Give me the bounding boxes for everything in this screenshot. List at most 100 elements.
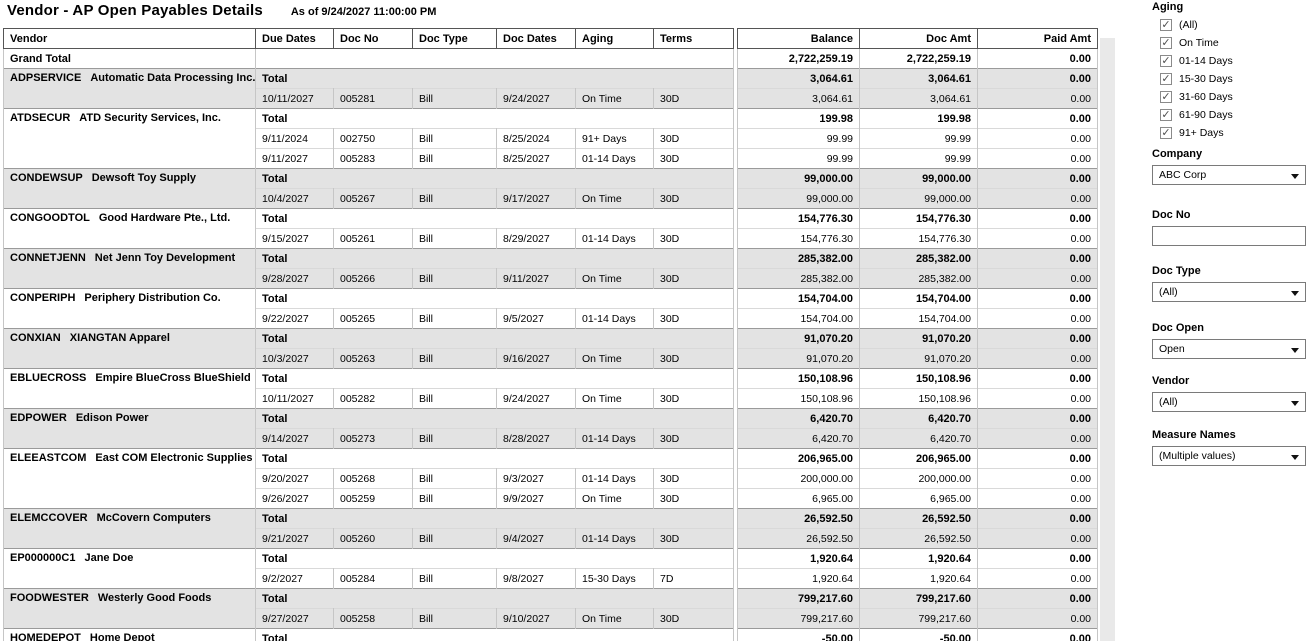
column-header-balance[interactable]: Balance <box>737 28 860 49</box>
cell-doc-amt[interactable]: 99.99 <box>859 148 978 169</box>
column-header-doc-dates[interactable]: Doc Dates <box>496 28 576 49</box>
cell-paid-amt[interactable]: 0.00 <box>977 288 1098 309</box>
cell-paid-amt[interactable]: 0.00 <box>977 88 1098 109</box>
cell-aging[interactable]: 01-14 Days <box>575 308 654 329</box>
total-label-cell[interactable]: Total <box>255 368 734 389</box>
grand-total-spacer[interactable] <box>255 48 734 69</box>
cell-doc-amt[interactable]: 154,704.00 <box>859 288 978 309</box>
cell-balance[interactable]: 154,704.00 <box>737 308 860 329</box>
cell-due-date[interactable]: 10/11/2027 <box>255 388 334 409</box>
cell-due-date[interactable]: 10/3/2027 <box>255 348 334 369</box>
aging-option[interactable]: ✓ 91+ Days <box>1160 124 1233 142</box>
cell-terms[interactable]: 30D <box>653 228 734 249</box>
cell-balance[interactable]: 6,420.70 <box>737 428 860 449</box>
cell-doc-type[interactable]: Bill <box>412 88 497 109</box>
cell-aging[interactable]: On Time <box>575 348 654 369</box>
cell-doc-no[interactable]: 005260 <box>333 528 413 549</box>
cell-due-date[interactable]: 9/28/2027 <box>255 268 334 289</box>
total-label-cell[interactable]: Total <box>255 408 734 429</box>
cell-doc-date[interactable]: 9/3/2027 <box>496 468 576 489</box>
cell-doc-no[interactable]: 005261 <box>333 228 413 249</box>
cell-doc-date[interactable]: 9/4/2027 <box>496 528 576 549</box>
cell-terms[interactable]: 30D <box>653 348 734 369</box>
cell-paid-amt[interactable]: 0.00 <box>977 348 1098 369</box>
cell-doc-date[interactable]: 8/29/2027 <box>496 228 576 249</box>
cell-terms[interactable]: 30D <box>653 148 734 169</box>
total-label-cell[interactable]: Total <box>255 508 734 529</box>
aging-option[interactable]: ✓ (All) <box>1160 16 1233 34</box>
cell-paid-amt[interactable]: 0.00 <box>977 628 1098 641</box>
cell-paid-amt[interactable]: 0.00 <box>977 48 1098 69</box>
column-header-terms[interactable]: Terms <box>653 28 734 49</box>
cell-doc-no[interactable]: 005267 <box>333 188 413 209</box>
cell-aging[interactable]: 15-30 Days <box>575 568 654 589</box>
cell-aging[interactable]: On Time <box>575 188 654 209</box>
cell-aging[interactable]: 01-14 Days <box>575 228 654 249</box>
cell-paid-amt[interactable]: 0.00 <box>977 248 1098 269</box>
cell-doc-date[interactable]: 9/8/2027 <box>496 568 576 589</box>
cell-doc-date[interactable]: 9/5/2027 <box>496 308 576 329</box>
cell-doc-no[interactable]: 005258 <box>333 608 413 629</box>
grand-total-label[interactable]: Grand Total <box>3 48 256 69</box>
cell-doc-amt[interactable]: 154,776.30 <box>859 208 978 229</box>
aging-option[interactable]: ✓ 01-14 Days <box>1160 52 1233 70</box>
cell-doc-date[interactable]: 8/28/2027 <box>496 428 576 449</box>
cell-balance[interactable]: 799,217.60 <box>737 588 860 609</box>
cell-doc-type[interactable]: Bill <box>412 148 497 169</box>
cell-paid-amt[interactable]: 0.00 <box>977 528 1098 549</box>
vertical-scrollbar[interactable] <box>1100 38 1115 641</box>
cell-paid-amt[interactable]: 0.00 <box>977 268 1098 289</box>
cell-doc-amt[interactable]: 99,000.00 <box>859 188 978 209</box>
cell-paid-amt[interactable]: 0.00 <box>977 308 1098 329</box>
cell-doc-date[interactable]: 9/9/2027 <box>496 488 576 509</box>
vendor-cell[interactable]: CONXIAN XIANGTAN Apparel <box>3 328 256 369</box>
total-label-cell[interactable]: Total <box>255 68 734 89</box>
aging-option[interactable]: ✓ 31-60 Days <box>1160 88 1233 106</box>
doc-open-dropdown[interactable]: Open <box>1152 339 1306 359</box>
cell-doc-amt[interactable]: 154,776.30 <box>859 228 978 249</box>
cell-balance[interactable]: 91,070.20 <box>737 328 860 349</box>
cell-aging[interactable]: On Time <box>575 388 654 409</box>
vendor-cell[interactable]: ELEEASTCOM East COM Electronic Supplies <box>3 448 256 509</box>
vendor-cell[interactable]: HOMEDEPOT Home Depot <box>3 628 256 641</box>
cell-doc-amt[interactable]: 6,420.70 <box>859 428 978 449</box>
cell-paid-amt[interactable]: 0.00 <box>977 608 1098 629</box>
cell-doc-type[interactable]: Bill <box>412 128 497 149</box>
cell-doc-type[interactable]: Bill <box>412 468 497 489</box>
vendor-cell[interactable]: EDPOWER Edison Power <box>3 408 256 449</box>
total-label-cell[interactable]: Total <box>255 248 734 269</box>
cell-balance[interactable]: 154,776.30 <box>737 228 860 249</box>
cell-aging[interactable]: 01-14 Days <box>575 148 654 169</box>
column-header-doc-no[interactable]: Doc No <box>333 28 413 49</box>
cell-doc-type[interactable]: Bill <box>412 428 497 449</box>
cell-doc-amt[interactable]: 150,108.96 <box>859 388 978 409</box>
cell-terms[interactable]: 30D <box>653 188 734 209</box>
cell-paid-amt[interactable]: 0.00 <box>977 188 1098 209</box>
cell-balance[interactable]: 2,722,259.19 <box>737 48 860 69</box>
cell-doc-no[interactable]: 005259 <box>333 488 413 509</box>
vendor-cell[interactable]: ADPSERVICE Automatic Data Processing Inc. <box>3 68 256 109</box>
cell-paid-amt[interactable]: 0.00 <box>977 368 1098 389</box>
cell-doc-amt[interactable]: 799,217.60 <box>859 588 978 609</box>
cell-paid-amt[interactable]: 0.00 <box>977 148 1098 169</box>
total-label-cell[interactable]: Total <box>255 208 734 229</box>
cell-doc-amt[interactable]: 199.98 <box>859 108 978 129</box>
cell-doc-date[interactable]: 9/24/2027 <box>496 388 576 409</box>
cell-balance[interactable]: 285,382.00 <box>737 268 860 289</box>
cell-balance[interactable]: 799,217.60 <box>737 608 860 629</box>
vendor-cell[interactable]: CONNETJENN Net Jenn Toy Development <box>3 248 256 289</box>
cell-aging[interactable]: 01-14 Days <box>575 528 654 549</box>
cell-balance[interactable]: -50.00 <box>737 628 860 641</box>
total-label-cell[interactable]: Total <box>255 108 734 129</box>
cell-doc-date[interactable]: 9/16/2027 <box>496 348 576 369</box>
column-header-doc-amt[interactable]: Doc Amt <box>859 28 978 49</box>
cell-paid-amt[interactable]: 0.00 <box>977 128 1098 149</box>
cell-doc-amt[interactable]: -50.00 <box>859 628 978 641</box>
cell-doc-amt[interactable]: 206,965.00 <box>859 448 978 469</box>
cell-doc-amt[interactable]: 154,704.00 <box>859 308 978 329</box>
cell-aging[interactable]: On Time <box>575 608 654 629</box>
cell-doc-no[interactable]: 005283 <box>333 148 413 169</box>
cell-paid-amt[interactable]: 0.00 <box>977 428 1098 449</box>
doc-type-dropdown[interactable]: (All) <box>1152 282 1306 302</box>
cell-paid-amt[interactable]: 0.00 <box>977 548 1098 569</box>
